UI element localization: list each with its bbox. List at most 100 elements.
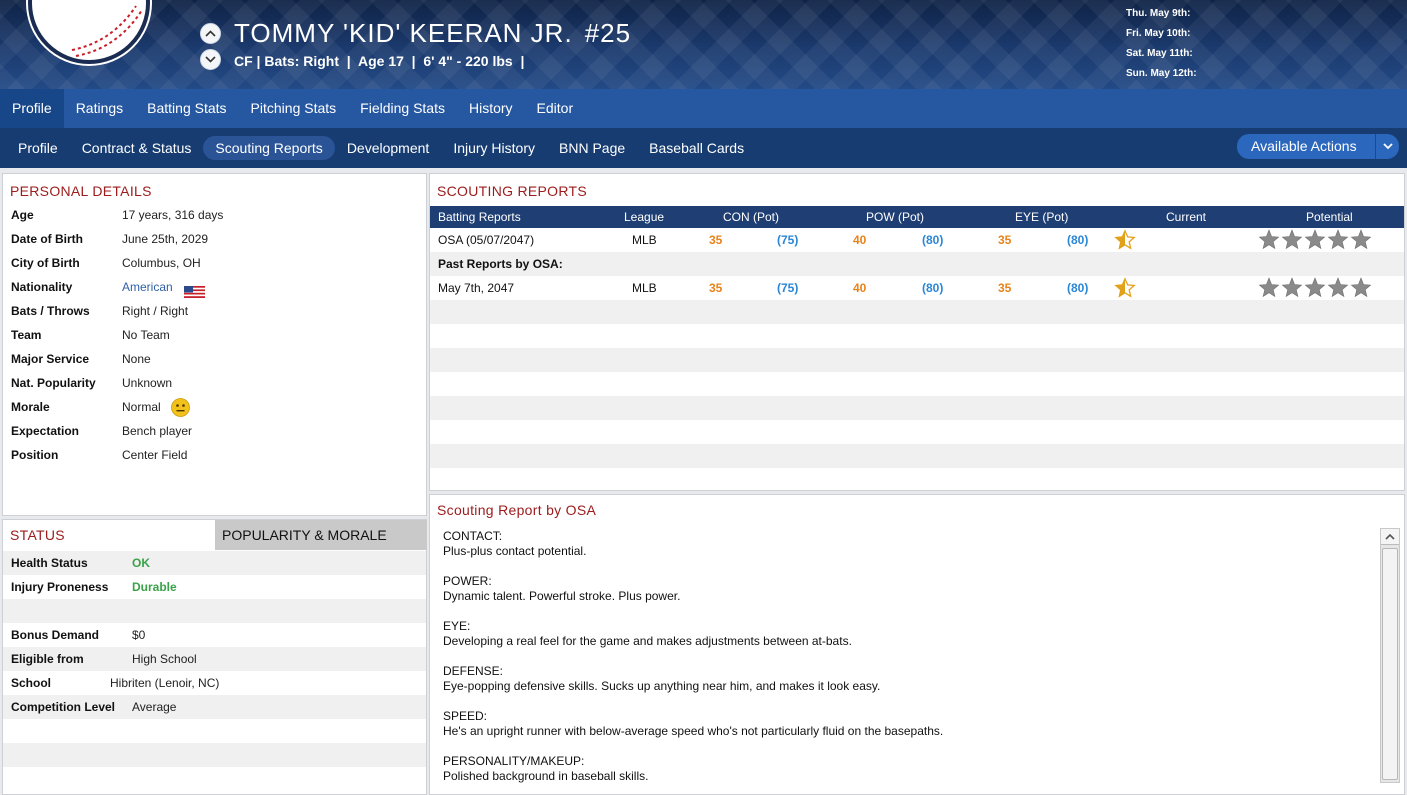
tab-popularity-morale[interactable]: POPULARITY & MORALE [215, 520, 427, 550]
eye-potential: (80) [1067, 233, 1089, 247]
subtab-profile[interactable]: Profile [18, 140, 58, 156]
health-value: OK [132, 556, 150, 570]
chevron-down-icon[interactable] [1375, 134, 1399, 159]
scouting-row-empty [430, 300, 1404, 324]
report-text: Developing a real feel for the game and … [443, 634, 852, 648]
status-label: School [11, 676, 52, 690]
column-header-batting-reports[interactable]: Batting Reports [438, 210, 521, 224]
tab-status[interactable]: STATUS [10, 527, 65, 543]
report-league: MLB [632, 233, 657, 247]
status-label: Health Status [11, 556, 88, 570]
scouting-row-empty [430, 444, 1404, 468]
next-player-button[interactable] [200, 49, 221, 70]
detail-row-bats-throws: Bats / Throws Right / Right [3, 299, 426, 323]
column-header-pow[interactable]: POW (Pot) [866, 210, 925, 224]
report-heading: POWER: [443, 574, 492, 588]
scouting-row-empty [430, 372, 1404, 396]
subtab-bnn-page[interactable]: BNN Page [559, 140, 626, 156]
status-row-empty [3, 743, 426, 767]
scroll-up-button[interactable] [1381, 529, 1399, 545]
subtab-development[interactable]: Development [346, 140, 430, 156]
report-heading: PERSONALITY/MAKEUP: [443, 754, 585, 768]
detail-label: Expectation [11, 424, 80, 438]
pow-rating: 40 [853, 281, 867, 295]
status-value: Average [132, 700, 177, 714]
report-text: Dynamic talent. Powerful stroke. Plus po… [443, 589, 681, 603]
baseball-logo-icon [28, 0, 150, 64]
report-block-personality: PERSONALITY/MAKEUP: Polished background … [443, 754, 1343, 784]
tab-pitching-stats[interactable]: Pitching Stats [250, 100, 337, 116]
status-row-health: Health Status OK [3, 551, 426, 575]
detail-label: Morale [11, 400, 50, 414]
chevron-up-icon [205, 30, 216, 37]
neutral-face-icon [171, 398, 190, 425]
schedule-day: Sun. May 12th: [1126, 68, 1197, 79]
status-label: Bonus Demand [11, 628, 100, 642]
con-potential: (75) [777, 281, 799, 295]
column-header-con[interactable]: CON (Pot) [723, 210, 780, 224]
detail-label: Nat. Popularity [11, 376, 96, 390]
detail-value: Unknown [122, 376, 173, 390]
scouting-row-empty [430, 396, 1404, 420]
scouting-row-empty [430, 324, 1404, 348]
scouting-report-title: Scouting Report by OSA [437, 502, 597, 518]
scouting-report-text-panel: Scouting Report by OSA CONTACT: Plus-plu… [429, 494, 1405, 795]
detail-value: Center Field [122, 448, 188, 462]
status-label: Competition Level [11, 700, 116, 714]
tab-editor[interactable]: Editor [536, 100, 574, 116]
detail-row-morale: Morale Normal [3, 395, 426, 419]
subtab-injury-history[interactable]: Injury History [453, 140, 535, 156]
player-name-text: TOMMY 'KID' KEERAN JR. [234, 18, 573, 48]
detail-value: Columbus, OH [122, 256, 201, 270]
report-scrollbar[interactable] [1380, 528, 1400, 783]
detail-value: Right / Right [122, 304, 189, 318]
status-row-school: School Hibriten (Lenoir, NC) [3, 671, 426, 695]
column-header-potential[interactable]: Potential [1306, 210, 1353, 224]
status-tabs: STATUS POPULARITY & MORALE [3, 520, 427, 550]
current-half-star-icon [1114, 277, 1136, 307]
detail-row-age: Age 17 years, 316 days [3, 203, 426, 227]
tab-batting-stats[interactable]: Batting Stats [147, 100, 227, 116]
subtab-baseball-cards[interactable]: Baseball Cards [649, 140, 745, 156]
player-number: #25 [584, 18, 632, 48]
status-row-injury: Injury Proneness Durable [3, 575, 426, 599]
nationality-link[interactable]: American [122, 280, 173, 294]
tab-fielding-stats[interactable]: Fielding Stats [360, 100, 445, 116]
con-rating: 35 [709, 281, 723, 295]
player-summary: CF | Bats: Right | Age 17 | 6' 4" - 220 … [234, 53, 525, 69]
detail-value: June 25th, 2029 [122, 232, 209, 246]
subtab-scouting-reports[interactable]: Scouting Reports [203, 136, 335, 160]
available-actions-dropdown[interactable]: Available Actions [1237, 134, 1399, 159]
scouting-reports-panel: SCOUTING REPORTS Batting Reports League … [429, 173, 1405, 491]
report-heading: EYE: [443, 619, 471, 633]
detail-row-nationality: Nationality American [3, 275, 426, 299]
previous-player-button[interactable] [200, 23, 221, 44]
subtab-contract-status[interactable]: Contract & Status [81, 140, 192, 156]
column-header-league[interactable]: League [624, 210, 665, 224]
status-value: High School [132, 652, 197, 666]
report-block-contact: CONTACT: Plus-plus contact potential. [443, 529, 1343, 559]
detail-row-service: Major Service None [3, 347, 426, 371]
personal-details-panel: PERSONAL DETAILS Age 17 years, 316 days … [2, 173, 427, 516]
column-header-eye[interactable]: EYE (Pot) [1015, 210, 1069, 224]
scouting-row-past[interactable]: May 7th, 2047 MLB 35 (75) 40 (80) 35 (80… [430, 276, 1404, 300]
scouting-row-empty [430, 348, 1404, 372]
us-flag-icon [184, 282, 205, 306]
scroll-thumb[interactable] [1382, 548, 1398, 780]
scouting-row-current[interactable]: OSA (05/07/2047) MLB 35 (75) 40 (80) 35 … [430, 228, 1404, 252]
status-row-competition: Competition Level Average [3, 695, 426, 719]
scouting-grid-header: Batting Reports League CON (Pot) POW (Po… [430, 206, 1404, 228]
report-text: Eye-popping defensive skills. Sucks up a… [443, 679, 881, 693]
report-name: OSA (05/07/2047) [438, 233, 535, 247]
schedule-day: Sat. May 11th: [1126, 48, 1193, 59]
tab-profile[interactable]: Profile [0, 89, 64, 128]
pow-rating: 40 [853, 233, 867, 247]
tab-history[interactable]: History [468, 100, 513, 116]
report-name: May 7th, 2047 [438, 281, 515, 295]
detail-label: Major Service [11, 352, 90, 366]
tab-ratings[interactable]: Ratings [75, 100, 124, 116]
report-block-defense: DEFENSE: Eye-popping defensive skills. S… [443, 664, 1343, 694]
detail-row-expectation: Expectation Bench player [3, 419, 426, 443]
status-row-empty [3, 767, 426, 791]
column-header-current[interactable]: Current [1166, 210, 1207, 224]
